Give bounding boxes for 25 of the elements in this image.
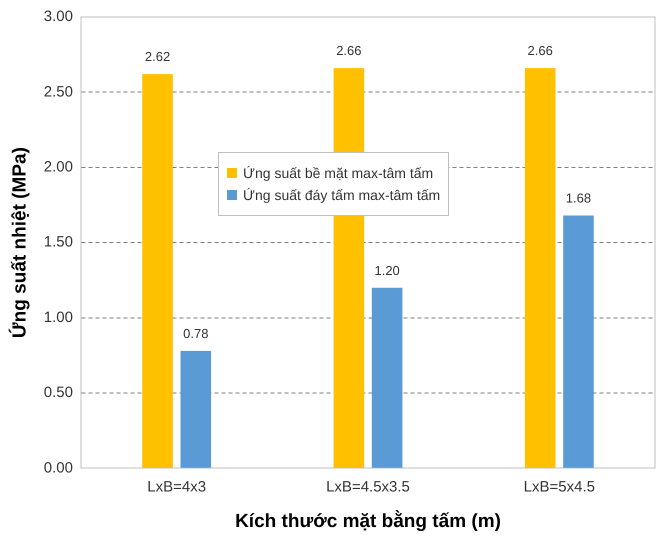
x-tick-label: LxB=4.5x3.5: [326, 478, 410, 496]
y-tick-label: 0.00: [44, 459, 73, 476]
y-tick-label: 2.00: [44, 158, 73, 176]
data-label: 2.66: [336, 43, 362, 58]
data-label: 2.62: [144, 49, 170, 64]
y-tick-label: 1.00: [44, 308, 73, 326]
data-label: 0.78: [183, 326, 208, 341]
x-tick-label: LxB=5x4.5: [524, 478, 595, 496]
data-label: 2.66: [528, 43, 553, 58]
legend-label: Ứng suất đáy tấm max-tâm tấm: [243, 187, 440, 204]
bar: [372, 288, 402, 468]
y-tick-label: 3.00: [44, 8, 73, 26]
bar: [524, 68, 556, 468]
bar: [142, 74, 173, 468]
legend-label: Ứng suất bề mặt max-tâm tấm: [243, 165, 434, 182]
x-axis-title: Kích thước mặt bằng tấm (m): [235, 510, 501, 532]
x-tick-label: LxB=4x3: [147, 478, 206, 496]
data-label: 1.20: [374, 262, 400, 278]
y-tick-label: 1.50: [44, 234, 73, 251]
bar: [180, 350, 212, 468]
data-label: 1.68: [566, 190, 592, 206]
y-tick-label: 2.50: [44, 83, 73, 100]
y-tick-label: 0.50: [44, 384, 73, 402]
y-axis-title: Ứng suất nhiệt (MPa): [8, 147, 31, 338]
bar: [563, 216, 594, 468]
